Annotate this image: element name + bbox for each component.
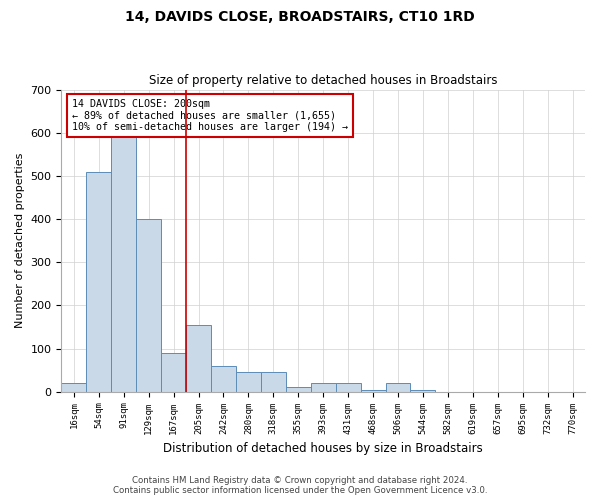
Bar bbox=[335, 383, 361, 392]
Text: 14 DAVIDS CLOSE: 200sqm
← 89% of detached houses are smaller (1,655)
10% of semi: 14 DAVIDS CLOSE: 200sqm ← 89% of detache… bbox=[72, 98, 348, 132]
Bar bbox=[161, 353, 186, 392]
Bar bbox=[61, 383, 86, 392]
Bar bbox=[86, 172, 111, 392]
Bar bbox=[410, 390, 436, 392]
Bar bbox=[286, 388, 311, 392]
Bar bbox=[261, 372, 286, 392]
Bar bbox=[136, 219, 161, 392]
Bar bbox=[311, 383, 335, 392]
Text: 14, DAVIDS CLOSE, BROADSTAIRS, CT10 1RD: 14, DAVIDS CLOSE, BROADSTAIRS, CT10 1RD bbox=[125, 10, 475, 24]
Bar bbox=[111, 135, 136, 392]
Title: Size of property relative to detached houses in Broadstairs: Size of property relative to detached ho… bbox=[149, 74, 497, 87]
Bar bbox=[236, 372, 261, 392]
Bar bbox=[211, 366, 236, 392]
Bar bbox=[186, 325, 211, 392]
Bar bbox=[361, 390, 386, 392]
X-axis label: Distribution of detached houses by size in Broadstairs: Distribution of detached houses by size … bbox=[163, 442, 483, 455]
Y-axis label: Number of detached properties: Number of detached properties bbox=[15, 153, 25, 328]
Text: Contains HM Land Registry data © Crown copyright and database right 2024.
Contai: Contains HM Land Registry data © Crown c… bbox=[113, 476, 487, 495]
Bar bbox=[386, 383, 410, 392]
